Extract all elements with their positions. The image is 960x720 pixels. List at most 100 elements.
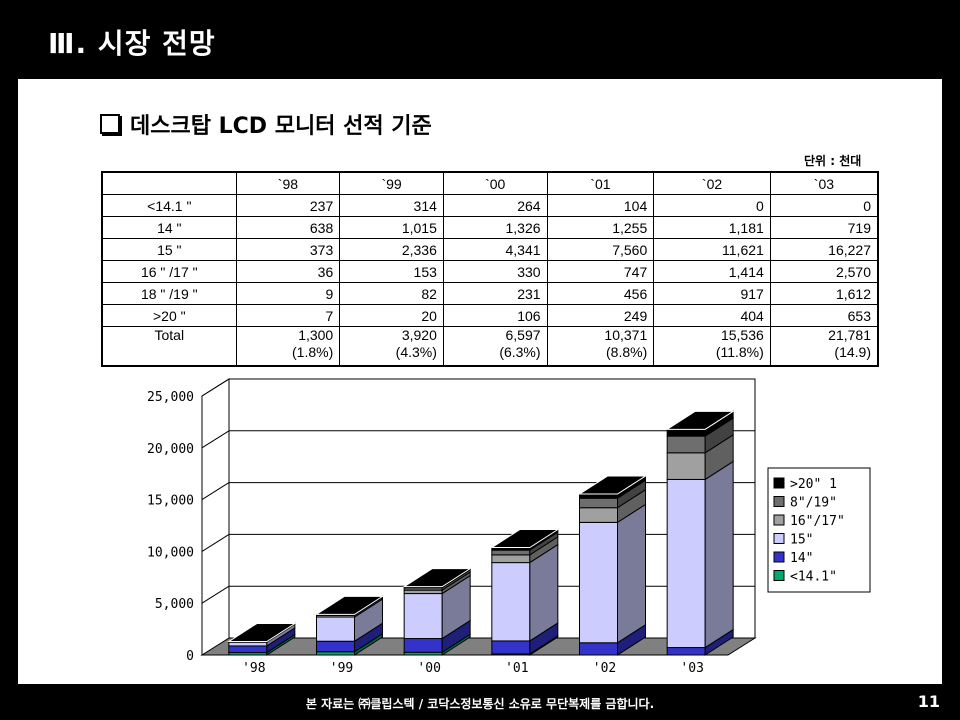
- total-share: (8.8%): [606, 344, 648, 360]
- bar-segment: [579, 493, 618, 499]
- total-share: (1.8%): [292, 344, 334, 360]
- table-cell: 2,336: [339, 238, 444, 261]
- section-heading: 데스크탑 LCD 모니터 선적 기준: [100, 108, 432, 140]
- gridline-side: [201, 533, 230, 552]
- slide-title: Ⅲ. 시장 전망: [48, 27, 216, 60]
- table-cell: 719: [769, 216, 879, 239]
- shipment-table: `98 `99 `00 `01 `02 `03 <14.1 " 237 314 264 104 0 0…: [101, 171, 879, 367]
- bar-segment: [403, 638, 443, 653]
- y-tick-label: 25,000: [147, 390, 194, 405]
- x-tick-label: '00: [417, 661, 440, 676]
- checkbox-bullet-icon: [100, 114, 120, 134]
- bar-segment-side: [617, 503, 646, 644]
- table-cell: 7: [235, 304, 341, 327]
- bar-segment: [491, 562, 531, 642]
- row-label: >20 ": [101, 304, 237, 327]
- legend-label: 14": [790, 551, 813, 566]
- legend-swatch: [773, 477, 785, 489]
- bar-segment: [579, 507, 618, 523]
- row-label: 18 " /19 ": [101, 282, 237, 305]
- table-cell: 249: [546, 304, 655, 327]
- table-cell: 638: [235, 216, 341, 239]
- x-tick-label: '02: [593, 661, 616, 676]
- legend-box: [767, 467, 871, 593]
- table-cell: 653: [769, 304, 879, 327]
- bar-segment: [316, 640, 355, 653]
- total-share: (6.3%): [499, 344, 541, 360]
- y-tick-label: 15,000: [147, 494, 194, 509]
- total-share: (11.8%): [715, 344, 764, 360]
- legend-label: 8"/19": [790, 496, 837, 511]
- total-value: 6,597: [505, 327, 541, 343]
- bar-segment: [316, 616, 355, 642]
- legend-label: >20" 1: [790, 477, 837, 492]
- x-tick-label: '99: [330, 661, 353, 676]
- y-tick-label: 20,000: [147, 442, 194, 457]
- total-cell: 21,781 (14.9): [769, 326, 879, 367]
- table-row: 14 " 638 1,015 1,326 1,255 1,181 719: [101, 216, 879, 239]
- table-cell: 20: [339, 304, 444, 327]
- bar-segment: [666, 435, 706, 454]
- bar-top: [665, 410, 735, 430]
- bar-segment: [491, 554, 531, 564]
- table-cell: 7,560: [546, 238, 655, 261]
- section-heading-text: 데스크탑 LCD 모니터 선적 기준: [130, 114, 432, 139]
- bar-segment: [491, 640, 531, 655]
- total-cell: 10,371 (8.8%): [546, 326, 655, 367]
- bar-segment: [579, 642, 618, 656]
- total-row: Total 1,300 (1.8%) 3,920 (4.3%) 6,597 (6.3%) 10…: [101, 326, 879, 367]
- total-cell: 6,597 (6.3%): [442, 326, 548, 367]
- table-cell: 404: [653, 304, 771, 327]
- page-number: 11: [917, 692, 940, 711]
- gridline-side: [201, 482, 230, 501]
- x-tick-label: '98: [242, 661, 265, 676]
- table-column-header: `99: [339, 171, 444, 195]
- legend-swatch: [773, 533, 785, 544]
- legend-swatch: [773, 570, 785, 581]
- bar-segment: [666, 647, 706, 656]
- x-tick-label: '01: [505, 661, 528, 676]
- gridline-side: [201, 430, 230, 449]
- bar-top: [490, 529, 560, 549]
- legend-swatch: [773, 496, 785, 507]
- chart-side-wall: [201, 378, 230, 656]
- total-value: 15,536: [720, 327, 764, 343]
- total-cell: 1,300 (1.8%): [235, 326, 341, 367]
- total-value: 21,781: [828, 327, 871, 343]
- total-cell: 3,920 (4.3%): [339, 326, 444, 367]
- bar-top: [227, 623, 297, 643]
- table-header-row: `98 `99 `00 `01 `02 `03: [101, 171, 879, 195]
- bar-top: [314, 595, 385, 615]
- table-cell: 106: [442, 304, 548, 327]
- y-tick-label: 5,000: [155, 597, 194, 612]
- legend-label: 15": [790, 533, 813, 548]
- legend-label: <14.1": [790, 570, 837, 585]
- table-column-header: `98: [235, 171, 341, 195]
- total-share: (14.9): [834, 344, 871, 360]
- bar-segment: [403, 589, 443, 595]
- legend-label: 16"/17": [790, 514, 845, 529]
- bar-segment: [666, 428, 706, 437]
- bar-top: [577, 475, 648, 495]
- total-value: 3,920: [401, 327, 437, 343]
- legend-swatch: [773, 514, 785, 526]
- unit-note: 단위 : 천대: [804, 154, 862, 168]
- gridline-side: [201, 378, 230, 397]
- bar-segment: [491, 549, 531, 556]
- table-cell: 264: [442, 194, 548, 217]
- total-cell: 15,536 (11.8%): [653, 326, 771, 367]
- bar-segment: [579, 497, 618, 509]
- table-cell: 82: [339, 282, 444, 305]
- bar-segment: [579, 521, 618, 644]
- bar-segment-side: [704, 460, 734, 649]
- bar-top: [402, 568, 472, 588]
- total-value: 1,300: [298, 327, 334, 343]
- bar-segment: [403, 593, 443, 640]
- legend-swatch: [773, 551, 785, 563]
- table-row: >20 " 7 20 106 249 404 653: [101, 304, 879, 327]
- row-label: Total: [101, 326, 237, 367]
- bar-segment: [666, 452, 706, 480]
- table-row: 15 " 373 2,336 4,341 7,560 11,621 16,227: [101, 238, 879, 261]
- bar-segment: [228, 645, 268, 654]
